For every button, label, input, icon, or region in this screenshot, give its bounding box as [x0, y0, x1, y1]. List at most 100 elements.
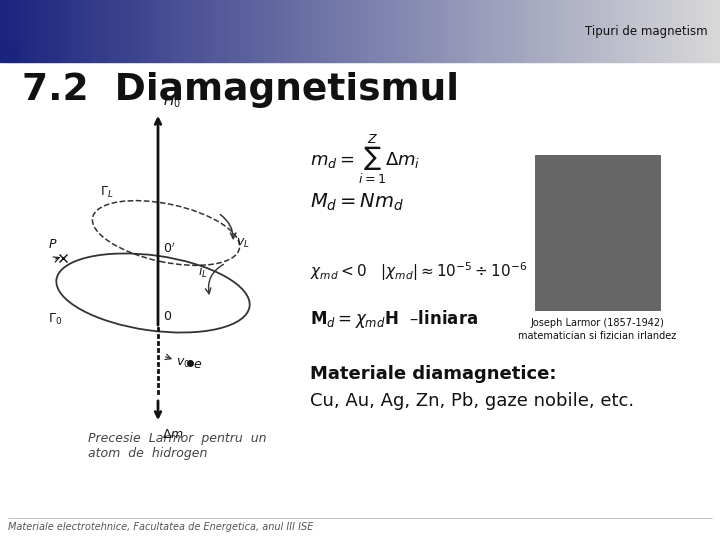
Bar	[614, 0, 617, 62]
Text: $M_d = Nm_d$: $M_d = Nm_d$	[310, 192, 404, 213]
Bar	[74, 0, 77, 62]
Bar	[675, 0, 677, 62]
Bar	[53, 0, 55, 62]
Bar	[377, 0, 379, 62]
Bar	[91, 0, 94, 62]
Text: 7.2  Diamagnetismul: 7.2 Diamagnetismul	[22, 72, 459, 108]
Bar	[463, 0, 466, 62]
Bar	[451, 0, 454, 62]
Bar	[103, 0, 106, 62]
Bar	[564, 0, 567, 62]
Bar	[276, 0, 279, 62]
Bar	[686, 0, 689, 62]
Bar	[629, 0, 631, 62]
Bar	[120, 0, 122, 62]
Bar	[612, 0, 614, 62]
Bar	[197, 0, 199, 62]
Bar	[274, 0, 276, 62]
Bar	[81, 0, 84, 62]
Bar	[207, 0, 209, 62]
Bar	[624, 0, 626, 62]
Bar	[391, 0, 394, 62]
Bar	[545, 0, 547, 62]
Bar	[619, 0, 621, 62]
Bar	[461, 0, 463, 62]
Bar	[257, 0, 259, 62]
Bar	[499, 0, 502, 62]
Bar	[235, 0, 238, 62]
Bar	[552, 0, 554, 62]
Bar	[343, 0, 346, 62]
Bar	[648, 0, 650, 62]
Bar	[538, 0, 540, 62]
Bar	[192, 0, 194, 62]
Bar	[677, 0, 679, 62]
Bar	[482, 0, 485, 62]
Bar	[355, 0, 358, 62]
Bar	[0, 42, 9, 51]
Bar	[279, 0, 281, 62]
Bar	[319, 0, 322, 62]
Bar	[617, 0, 619, 62]
Bar	[135, 0, 137, 62]
Bar	[86, 0, 89, 62]
Bar	[631, 0, 634, 62]
Bar	[230, 0, 233, 62]
Bar	[22, 0, 24, 62]
Bar	[513, 0, 516, 62]
Bar	[297, 0, 300, 62]
Bar	[701, 0, 703, 62]
Bar	[667, 0, 670, 62]
Bar	[459, 0, 461, 62]
Bar	[670, 0, 672, 62]
Bar	[142, 0, 144, 62]
Bar	[29, 0, 31, 62]
Bar	[549, 0, 552, 62]
Bar	[444, 0, 446, 62]
Text: $i_L$: $i_L$	[198, 264, 208, 280]
Bar	[189, 0, 192, 62]
Bar	[401, 0, 403, 62]
Bar	[204, 0, 207, 62]
Bar	[286, 0, 288, 62]
Bar	[293, 0, 295, 62]
Bar	[559, 0, 562, 62]
Bar	[600, 0, 603, 62]
Bar	[158, 0, 161, 62]
Bar	[679, 0, 682, 62]
Bar	[110, 0, 113, 62]
Bar	[151, 0, 153, 62]
Bar	[283, 0, 286, 62]
Bar	[655, 0, 657, 62]
Bar	[454, 0, 456, 62]
Bar	[67, 0, 70, 62]
Bar	[48, 0, 50, 62]
Bar	[382, 0, 384, 62]
Bar	[295, 0, 297, 62]
Bar	[504, 0, 506, 62]
Bar	[365, 0, 367, 62]
Bar	[125, 0, 127, 62]
Bar	[607, 0, 610, 62]
Bar	[535, 155, 660, 310]
Bar	[511, 0, 513, 62]
Bar	[430, 0, 432, 62]
Bar	[139, 0, 142, 62]
Text: Joseph Larmor (1857-1942): Joseph Larmor (1857-1942)	[531, 318, 665, 328]
Text: Tipuri de magnetism: Tipuri de magnetism	[585, 24, 708, 38]
Bar	[487, 0, 490, 62]
Bar	[14, 0, 17, 62]
Bar	[410, 0, 413, 62]
Bar	[101, 0, 103, 62]
Bar	[698, 0, 701, 62]
Bar	[423, 0, 425, 62]
Bar	[261, 0, 264, 62]
Bar	[495, 0, 497, 62]
Bar	[533, 0, 535, 62]
Bar	[0, 0, 2, 62]
Bar	[639, 0, 641, 62]
Bar	[691, 0, 693, 62]
Bar	[290, 0, 293, 62]
Bar	[43, 0, 45, 62]
Bar	[473, 0, 475, 62]
